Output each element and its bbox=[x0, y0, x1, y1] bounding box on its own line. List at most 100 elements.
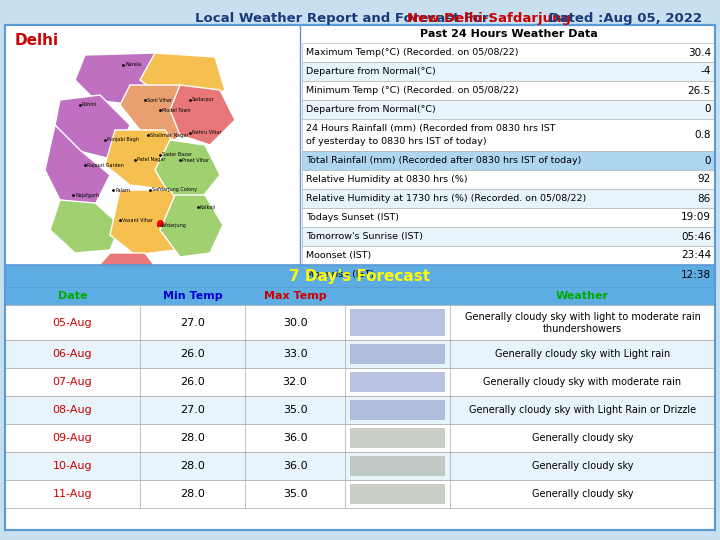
Text: Palam: Palam bbox=[115, 187, 130, 192]
Text: 05-Aug: 05-Aug bbox=[53, 318, 92, 327]
Bar bbox=[5, 452, 715, 480]
Text: 35.0: 35.0 bbox=[283, 489, 307, 499]
Text: 0: 0 bbox=[704, 105, 711, 114]
Bar bbox=[350, 372, 445, 392]
Text: 09-Aug: 09-Aug bbox=[53, 433, 92, 443]
Bar bbox=[5, 396, 715, 424]
Text: Date: Date bbox=[58, 291, 87, 301]
Text: 28.0: 28.0 bbox=[180, 433, 205, 443]
Bar bbox=[302, 208, 715, 227]
Text: Min Temp: Min Temp bbox=[163, 291, 222, 301]
Polygon shape bbox=[160, 195, 223, 257]
Bar bbox=[302, 119, 715, 151]
Text: Minimum Temp (°C) (Recorded. on 05/08/22): Minimum Temp (°C) (Recorded. on 05/08/22… bbox=[306, 86, 518, 95]
Text: Patel Nagar: Patel Nagar bbox=[137, 158, 166, 163]
Text: Generally cloudy sky with light to moderate rain: Generally cloudy sky with light to moder… bbox=[464, 312, 701, 321]
Text: 27.0: 27.0 bbox=[180, 405, 205, 415]
Bar bbox=[5, 368, 715, 396]
Text: Najafgarh: Najafgarh bbox=[75, 192, 99, 198]
Text: 35.0: 35.0 bbox=[283, 405, 307, 415]
Bar bbox=[5, 25, 300, 265]
Text: Vasant Vihar: Vasant Vihar bbox=[122, 218, 153, 222]
Bar bbox=[350, 428, 445, 448]
Bar bbox=[5, 287, 715, 305]
Text: 36.0: 36.0 bbox=[283, 461, 307, 471]
Text: Local Weather Report and Forecast For:: Local Weather Report and Forecast For: bbox=[195, 12, 498, 25]
Text: Generally cloudy sky with Light Rain or Drizzle: Generally cloudy sky with Light Rain or … bbox=[469, 405, 696, 415]
Bar bbox=[302, 151, 715, 170]
Text: Shalimar Nagar: Shalimar Nagar bbox=[150, 132, 189, 138]
Text: Todays Sunset (IST): Todays Sunset (IST) bbox=[306, 213, 399, 222]
Text: 0.8: 0.8 bbox=[695, 130, 711, 140]
Text: thundershowers: thundershowers bbox=[543, 323, 622, 334]
Bar bbox=[5, 340, 715, 368]
Polygon shape bbox=[50, 200, 120, 253]
Bar bbox=[5, 305, 715, 340]
Polygon shape bbox=[75, 53, 165, 105]
Text: Departure from Normal(°C): Departure from Normal(°C) bbox=[306, 105, 436, 114]
Bar bbox=[302, 189, 715, 208]
Polygon shape bbox=[110, 190, 190, 255]
Bar bbox=[302, 246, 715, 265]
Polygon shape bbox=[55, 95, 130, 160]
Polygon shape bbox=[140, 53, 225, 110]
Bar bbox=[350, 400, 445, 420]
Text: 7 Day's Forecast: 7 Day's Forecast bbox=[289, 268, 431, 284]
Text: Preet Vihar: Preet Vihar bbox=[182, 158, 209, 163]
Text: Safdarjung: Safdarjung bbox=[160, 222, 187, 227]
Text: Moonset (IST): Moonset (IST) bbox=[306, 251, 372, 260]
Text: Relative Humidity at 0830 hrs (%): Relative Humidity at 0830 hrs (%) bbox=[306, 175, 467, 184]
Text: 06-Aug: 06-Aug bbox=[53, 349, 92, 359]
Text: Departure from Normal(°C): Departure from Normal(°C) bbox=[306, 67, 436, 76]
Bar bbox=[302, 81, 715, 100]
Bar bbox=[302, 265, 715, 284]
Text: Delhi: Delhi bbox=[15, 33, 59, 48]
Text: Max Temp: Max Temp bbox=[264, 291, 326, 301]
Polygon shape bbox=[105, 130, 185, 190]
Text: Narela: Narela bbox=[125, 63, 141, 68]
Text: Sadarpur: Sadarpur bbox=[192, 98, 215, 103]
Text: 26.0: 26.0 bbox=[180, 377, 205, 387]
Text: Model Town: Model Town bbox=[162, 107, 191, 112]
Text: 28.0: 28.0 bbox=[180, 489, 205, 499]
Text: Sadar Bazar: Sadar Bazar bbox=[162, 152, 192, 158]
Polygon shape bbox=[155, 140, 220, 200]
Text: Past 24 Hours Weather Data: Past 24 Hours Weather Data bbox=[420, 29, 598, 39]
Text: 05:46: 05:46 bbox=[681, 232, 711, 241]
Text: Rohini: Rohini bbox=[82, 103, 97, 107]
Text: 86: 86 bbox=[698, 193, 711, 204]
Text: 28.0: 28.0 bbox=[180, 461, 205, 471]
Text: Moonrise (IST): Moonrise (IST) bbox=[306, 270, 374, 279]
Polygon shape bbox=[45, 125, 110, 205]
Bar bbox=[302, 227, 715, 246]
Bar bbox=[5, 424, 715, 452]
Text: 23:44: 23:44 bbox=[681, 251, 711, 260]
Bar bbox=[302, 100, 715, 119]
Text: Nehru Vihar: Nehru Vihar bbox=[192, 131, 222, 136]
Text: of yesterday to 0830 hrs IST of today): of yesterday to 0830 hrs IST of today) bbox=[306, 137, 487, 145]
Text: Generally cloudy sky: Generally cloudy sky bbox=[532, 461, 634, 471]
Text: 08-Aug: 08-Aug bbox=[53, 405, 92, 415]
Text: Maximum Temp(°C) (Recorded. on 05/08/22): Maximum Temp(°C) (Recorded. on 05/08/22) bbox=[306, 48, 518, 57]
Text: 11-Aug: 11-Aug bbox=[53, 489, 92, 499]
Text: Total Rainfall (mm) (Recorded after 0830 hrs IST of today): Total Rainfall (mm) (Recorded after 0830… bbox=[306, 156, 581, 165]
Text: Safdarjung Colony: Safdarjung Colony bbox=[152, 187, 197, 192]
Text: 19:09: 19:09 bbox=[681, 213, 711, 222]
Text: Punjabi Bagh: Punjabi Bagh bbox=[107, 138, 139, 143]
Polygon shape bbox=[120, 85, 200, 140]
Polygon shape bbox=[95, 253, 160, 287]
Polygon shape bbox=[170, 85, 235, 145]
Text: Weather: Weather bbox=[556, 291, 609, 301]
Text: 32.0: 32.0 bbox=[283, 377, 307, 387]
Text: New Delhi-Safdarjung: New Delhi-Safdarjung bbox=[407, 12, 571, 25]
Bar bbox=[350, 344, 445, 364]
Text: Generally cloudy sky with moderate rain: Generally cloudy sky with moderate rain bbox=[483, 377, 682, 387]
Bar bbox=[302, 170, 715, 189]
Bar bbox=[350, 309, 445, 336]
Text: Rajouri Garden: Rajouri Garden bbox=[87, 163, 124, 167]
Text: Kalkaji: Kalkaji bbox=[200, 205, 216, 210]
Bar bbox=[5, 480, 715, 508]
Text: 26.5: 26.5 bbox=[688, 85, 711, 96]
Text: 0: 0 bbox=[704, 156, 711, 165]
Bar bbox=[5, 265, 715, 287]
